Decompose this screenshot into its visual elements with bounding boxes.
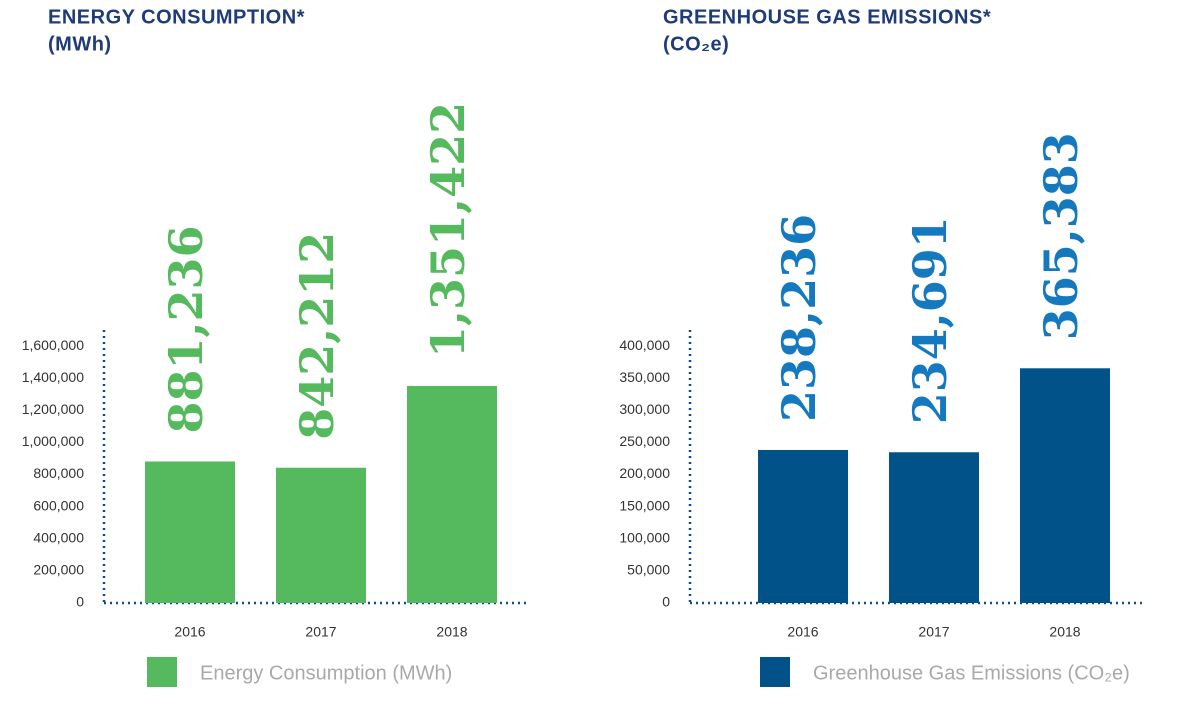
x-tick-label: 2016 <box>787 624 818 640</box>
chart-subtitle: (MWh) <box>48 33 112 55</box>
y-tick-label: 100,000 <box>619 529 670 545</box>
y-tick-label: 1,200,000 <box>22 401 84 417</box>
data-label: 234,691 <box>903 216 957 424</box>
data-label: 365,383 <box>1034 132 1088 340</box>
chart-title: ENERGY CONSUMPTION* <box>48 6 305 28</box>
bar <box>407 385 497 603</box>
y-tick-label: 200,000 <box>33 562 84 578</box>
y-tick-label: 350,000 <box>619 369 670 385</box>
bar <box>1020 368 1110 603</box>
legend-label: Greenhouse Gas Emissions (CO₂e) <box>813 662 1130 684</box>
y-tick-label: 400,000 <box>33 529 84 545</box>
y-tick-label: 1,600,000 <box>22 337 84 353</box>
data-label: 1,351,422 <box>421 102 475 358</box>
y-tick-label: 400,000 <box>619 337 670 353</box>
legend-swatch <box>760 657 790 687</box>
chart-subtitle: (CO₂e) <box>663 33 729 55</box>
y-tick-label: 0 <box>76 594 84 610</box>
legend-swatch <box>147 657 177 687</box>
chart-title: GREENHOUSE GAS EMISSIONS* <box>663 6 991 28</box>
data-label: 842,212 <box>290 232 344 440</box>
x-tick-label: 2017 <box>305 624 336 640</box>
x-tick-label: 2018 <box>1049 624 1080 640</box>
y-tick-label: 50,000 <box>627 562 670 578</box>
y-tick-label: 600,000 <box>33 497 84 513</box>
y-tick-label: 300,000 <box>619 401 670 417</box>
x-tick-label: 2016 <box>174 624 205 640</box>
data-label: 238,236 <box>772 214 826 422</box>
legend-label: Energy Consumption (MWh) <box>200 662 452 684</box>
bar <box>758 449 848 603</box>
data-label: 881,236 <box>159 225 213 433</box>
bar <box>145 461 235 603</box>
x-tick-label: 2018 <box>436 624 467 640</box>
y-tick-label: 1,400,000 <box>22 369 84 385</box>
y-tick-label: 150,000 <box>619 497 670 513</box>
y-tick-label: 250,000 <box>619 433 670 449</box>
y-tick-label: 1,000,000 <box>22 433 84 449</box>
bar <box>276 467 366 603</box>
x-tick-label: 2017 <box>918 624 949 640</box>
bar <box>889 452 979 603</box>
y-tick-label: 0 <box>662 594 670 610</box>
y-tick-label: 200,000 <box>619 465 670 481</box>
y-tick-label: 800,000 <box>33 465 84 481</box>
